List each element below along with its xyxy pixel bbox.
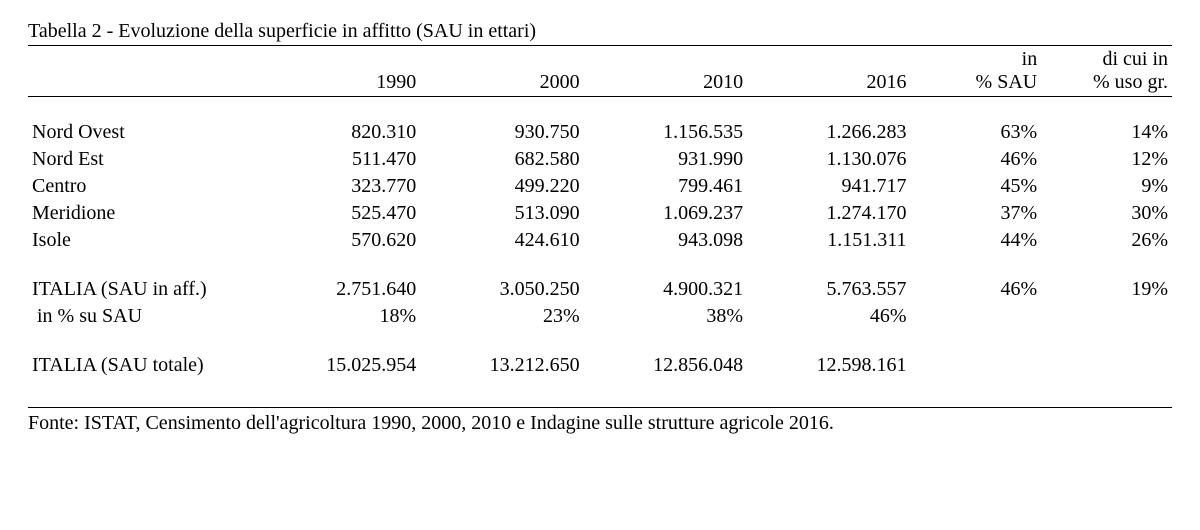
cell-2016: 12.598.161	[747, 352, 910, 379]
header-pct-uso-l2: % uso gr.	[1093, 71, 1168, 93]
cell-pct-sau: 45%	[910, 173, 1041, 200]
cell-pct-sau	[910, 303, 1041, 330]
bottom-rule	[28, 401, 1172, 408]
header-pct-sau: in % SAU	[910, 46, 1041, 97]
cell-1990: 525.470	[257, 200, 420, 227]
cell-pct-uso	[1041, 352, 1172, 379]
spacer-row	[28, 330, 1172, 352]
cell-2016: 1.151.311	[747, 227, 910, 254]
cell-pct-uso: 19%	[1041, 276, 1172, 303]
cell-pct-uso: 9%	[1041, 173, 1172, 200]
cell-2000: 13.212.650	[420, 352, 583, 379]
cell-2016: 1.130.076	[747, 146, 910, 173]
cell-2016: 46%	[747, 303, 910, 330]
cell-2000: 424.610	[420, 227, 583, 254]
cell-2010: 38%	[584, 303, 747, 330]
cell-2016: 1.266.283	[747, 119, 910, 146]
cell-label: in % su SAU	[28, 303, 257, 330]
cell-2010: 931.990	[584, 146, 747, 173]
table-footnote: Fonte: ISTAT, Censimento dell'agricoltur…	[28, 412, 1172, 435]
cell-1990: 323.770	[257, 173, 420, 200]
cell-2010: 1.069.237	[584, 200, 747, 227]
cell-1990: 15.025.954	[257, 352, 420, 379]
cell-label: Isole	[28, 227, 257, 254]
cell-2000: 513.090	[420, 200, 583, 227]
cell-2000: 682.580	[420, 146, 583, 173]
header-2016: 2016	[747, 46, 910, 97]
row-italia-pct: in % su SAU 18% 23% 38% 46%	[28, 303, 1172, 330]
row-nord-ovest: Nord Ovest 820.310 930.750 1.156.535 1.2…	[28, 119, 1172, 146]
cell-2000: 930.750	[420, 119, 583, 146]
header-pct-sau-l2: % SAU	[976, 71, 1038, 93]
header-2010: 2010	[584, 46, 747, 97]
cell-pct-uso: 30%	[1041, 200, 1172, 227]
cell-2016: 941.717	[747, 173, 910, 200]
cell-2000: 23%	[420, 303, 583, 330]
cell-1990: 511.470	[257, 146, 420, 173]
spacer-row	[28, 254, 1172, 276]
cell-label: Nord Ovest	[28, 119, 257, 146]
row-isole: Isole 570.620 424.610 943.098 1.151.311 …	[28, 227, 1172, 254]
row-centro: Centro 323.770 499.220 799.461 941.717 4…	[28, 173, 1172, 200]
cell-2010: 12.856.048	[584, 352, 747, 379]
cell-2010: 943.098	[584, 227, 747, 254]
cell-pct-sau: 46%	[910, 276, 1041, 303]
header-pct-sau-l1: in	[1022, 48, 1038, 70]
cell-pct-uso: 14%	[1041, 119, 1172, 146]
row-italia-aff: ITALIA (SAU in aff.) 2.751.640 3.050.250…	[28, 276, 1172, 303]
row-italia-tot: ITALIA (SAU totale) 15.025.954 13.212.65…	[28, 352, 1172, 379]
header-blank	[28, 46, 257, 97]
cell-label: Meridione	[28, 200, 257, 227]
spacer-row	[28, 97, 1172, 120]
cell-pct-sau	[910, 352, 1041, 379]
cell-pct-sau: 44%	[910, 227, 1041, 254]
cell-1990: 18%	[257, 303, 420, 330]
cell-pct-uso	[1041, 303, 1172, 330]
cell-label: ITALIA (SAU in aff.)	[28, 276, 257, 303]
header-row: 1990 2000 2010 2016 in % SAU di cui in %…	[28, 46, 1172, 97]
spacer-row	[28, 379, 1172, 401]
row-nord-est: Nord Est 511.470 682.580 931.990 1.130.0…	[28, 146, 1172, 173]
cell-label: ITALIA (SAU totale)	[28, 352, 257, 379]
cell-2010: 1.156.535	[584, 119, 747, 146]
table-title: Tabella 2 - Evoluzione della superficie …	[28, 20, 1172, 46]
cell-2016: 5.763.557	[747, 276, 910, 303]
header-2000: 2000	[420, 46, 583, 97]
cell-1990: 2.751.640	[257, 276, 420, 303]
row-meridione: Meridione 525.470 513.090 1.069.237 1.27…	[28, 200, 1172, 227]
cell-1990: 820.310	[257, 119, 420, 146]
header-pct-uso-l1: di cui in	[1102, 48, 1168, 70]
cell-2010: 799.461	[584, 173, 747, 200]
cell-2010: 4.900.321	[584, 276, 747, 303]
data-table: 1990 2000 2010 2016 in % SAU di cui in %…	[28, 46, 1172, 408]
cell-pct-uso: 12%	[1041, 146, 1172, 173]
cell-1990: 570.620	[257, 227, 420, 254]
cell-pct-sau: 63%	[910, 119, 1041, 146]
cell-pct-uso: 26%	[1041, 227, 1172, 254]
cell-2000: 499.220	[420, 173, 583, 200]
cell-label: Nord Est	[28, 146, 257, 173]
cell-pct-sau: 37%	[910, 200, 1041, 227]
header-1990: 1990	[257, 46, 420, 97]
cell-label: Centro	[28, 173, 257, 200]
cell-2016: 1.274.170	[747, 200, 910, 227]
cell-2000: 3.050.250	[420, 276, 583, 303]
header-pct-uso: di cui in % uso gr.	[1041, 46, 1172, 97]
cell-pct-sau: 46%	[910, 146, 1041, 173]
